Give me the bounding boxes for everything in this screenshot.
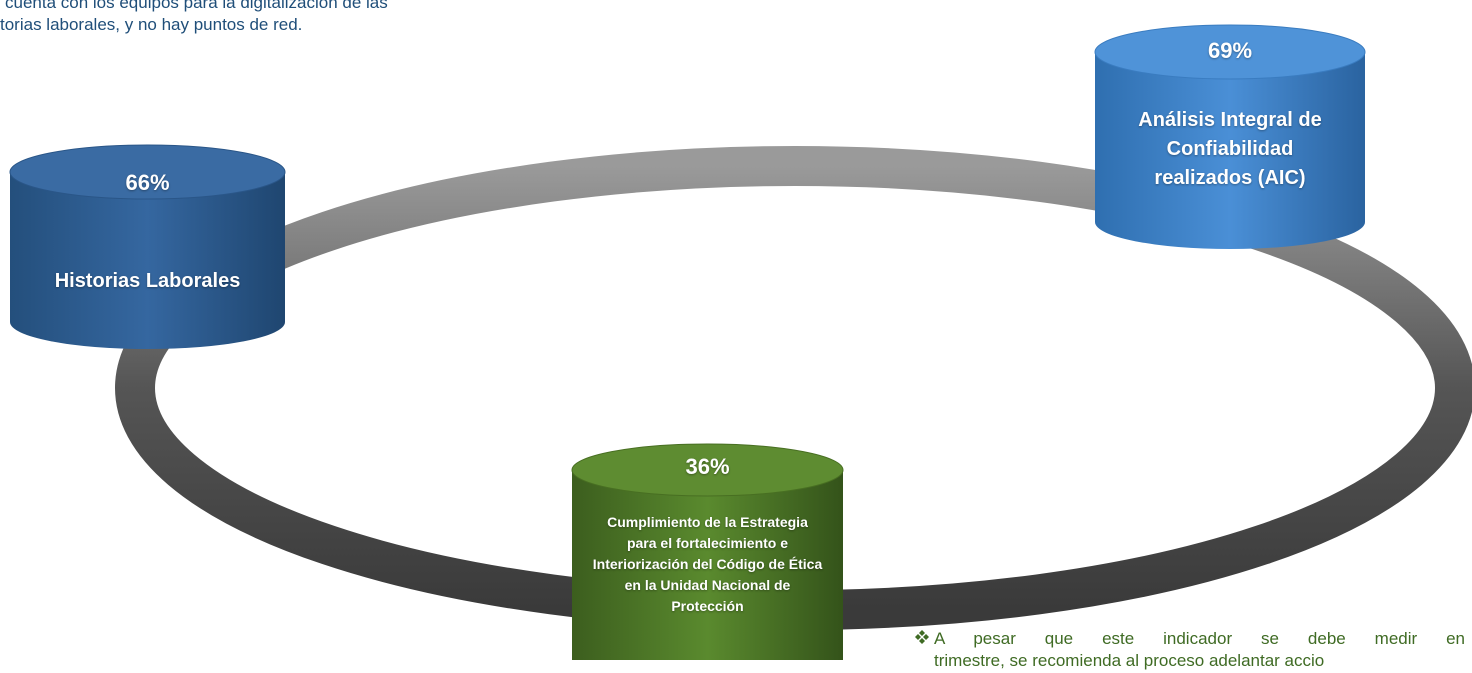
note-line: cuenta con los equipos para la digitaliz…: [5, 0, 388, 14]
node-value: 69%: [1095, 38, 1365, 64]
recommendation: A pesar que este indicador se debe medir…: [912, 628, 1465, 672]
recommendation-line: A pesar que este indicador se debe medir…: [912, 628, 1465, 650]
recommendation-line: trimestre, se recomienda al proceso adel…: [912, 650, 1465, 672]
node-label: Historias Laborales: [10, 270, 285, 293]
node-value: 36%: [572, 454, 843, 480]
page: {"note": {"lines": ["cuenta con los equi…: [0, 0, 1472, 673]
note-line: torias laborales, y no hay puntos de red…: [0, 14, 302, 36]
node-label: Análisis Integral de Confiabilidad reali…: [1120, 106, 1340, 193]
node-label: Cumplimiento de la Estrategia para el fo…: [592, 512, 823, 617]
node-value: 66%: [10, 170, 285, 196]
